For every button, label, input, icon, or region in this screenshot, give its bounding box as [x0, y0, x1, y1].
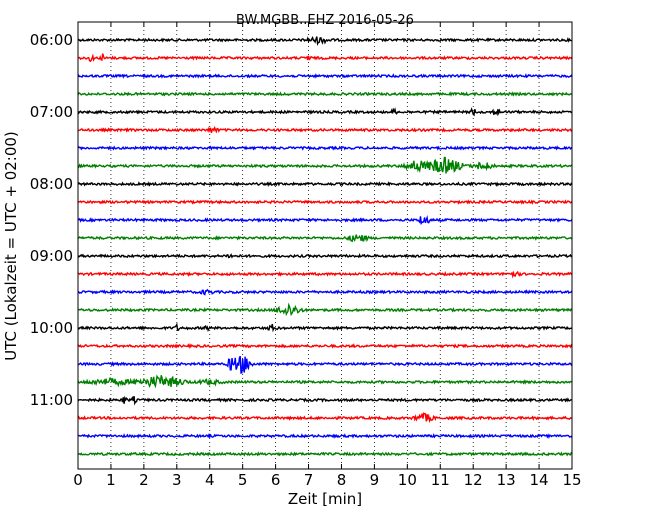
seismic-trace-0945 — [77, 302, 573, 317]
seismic-trace-1130 — [78, 432, 573, 440]
chart-title: BW.MGBB..EHZ 2016-05-26 — [236, 13, 414, 28]
y-tick-label: 11:00 — [30, 391, 73, 409]
x-tick-label: 11 — [431, 471, 450, 489]
seismic-trace-0745 — [77, 156, 573, 174]
x-tick-label: 7 — [304, 471, 314, 489]
seismic-trace-0915 — [77, 270, 573, 279]
seismic-trace-0815 — [77, 199, 573, 205]
seismic-trace-0630 — [77, 73, 573, 79]
seismic-trace-0800 — [77, 181, 573, 188]
grid-lines — [110, 22, 540, 469]
x-tick-label: 2 — [139, 471, 149, 489]
seismic-trace-0700 — [77, 107, 573, 117]
x-tick-label: 3 — [172, 471, 182, 489]
y-tick-label: 09:00 — [30, 247, 73, 265]
seismic-trace-1145 — [77, 451, 573, 457]
x-tick-label: 1 — [106, 471, 116, 489]
x-tick-label: 10 — [398, 471, 417, 489]
seismic-trace-1030 — [77, 355, 573, 374]
seismic-trace-1100 — [77, 395, 572, 406]
plot-area-frame — [77, 21, 573, 470]
seismic-trace-0930 — [77, 288, 573, 296]
seismic-traces — [77, 36, 573, 457]
x-axis-label: Zeit [min] — [288, 490, 362, 508]
seismic-trace-0830 — [77, 215, 573, 226]
x-tick-label: 12 — [464, 471, 483, 489]
x-tick-label: 5 — [238, 471, 248, 489]
y-tick-label: 07:00 — [30, 103, 73, 121]
seismic-trace-1000 — [78, 322, 573, 333]
x-tick-label: 8 — [337, 471, 347, 489]
y-tick-label: 08:00 — [30, 175, 73, 193]
y-axis-label: UTC (Lokalzeit = UTC + 02:00) — [2, 131, 20, 361]
seismic-trace-1115 — [77, 412, 573, 424]
seismic-trace-0645 — [77, 91, 573, 97]
axis-ticks: 0 1 2 3 4 5 6 7 8 9 10 11 12 13 14 1506:0007:0008:0009:… — [30, 22, 582, 489]
x-tick-label: 6 — [271, 471, 281, 489]
x-tick-label: 0 — [73, 471, 83, 489]
seismic-trace-0845 — [77, 234, 573, 243]
x-tick-label: 14 — [530, 471, 549, 489]
seismic-trace-1015 — [77, 343, 573, 350]
y-tick-label: 10:00 — [30, 319, 73, 337]
x-tick-label: 9 — [370, 471, 380, 489]
seismic-trace-1045 — [77, 374, 573, 389]
y-tick-label: 06:00 — [30, 31, 73, 49]
seismic-trace-0730 — [77, 145, 573, 151]
seismic-trace-0900 — [77, 253, 572, 259]
seismic-trace-0600 — [77, 36, 573, 47]
seismic-trace-0715 — [77, 125, 573, 134]
x-tick-label: 13 — [497, 471, 516, 489]
seismic-trace-0615 — [77, 53, 573, 63]
x-tick-label: 4 — [205, 471, 215, 489]
x-tick-label: 15 — [562, 471, 581, 489]
